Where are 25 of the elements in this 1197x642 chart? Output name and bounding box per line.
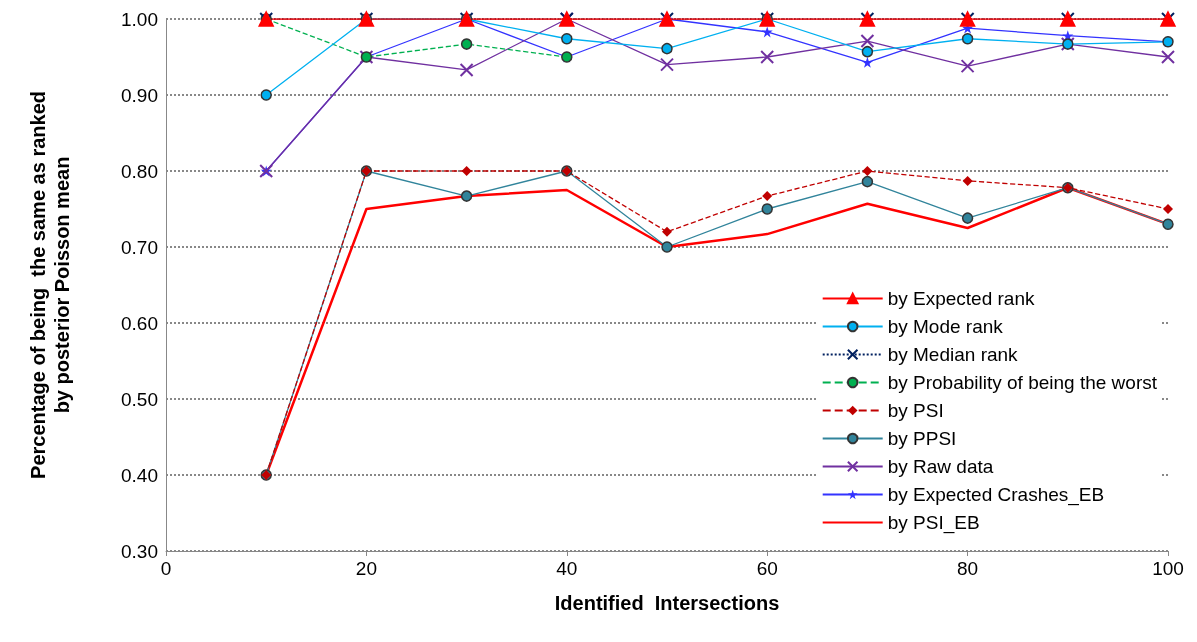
legend-label: by Probability of being the worst: [887, 372, 1158, 393]
legend-label: by PSI_EB: [887, 512, 980, 534]
x-tick-label: 40: [556, 558, 578, 579]
y-axis-title: Percentage of being the same as ranked by posterior Poisson mean: [27, 91, 73, 479]
y-tick-label: 0.80: [121, 160, 158, 182]
x-tick-label: 60: [756, 558, 778, 579]
x-tick-label: 20: [355, 558, 377, 579]
y-tick-label: 0.50: [121, 388, 158, 410]
legend-label: by Expected Crashes_EB: [887, 484, 1105, 506]
legend-label: by Mode rank: [887, 316, 1004, 337]
y-tick-label: 0.60: [121, 312, 158, 334]
x-axis-title: Identified Intersections: [554, 592, 780, 614]
y-tick-label: 1.00: [121, 8, 158, 30]
y-tick-label: 0.70: [121, 236, 158, 258]
x-tick-label: 80: [957, 558, 979, 579]
y-tick-label: 0.90: [121, 84, 158, 106]
legend-label: by Expected rank: [887, 288, 1035, 309]
legend-label: by PSI: [887, 400, 944, 421]
legend-label: by PPSI: [887, 428, 957, 449]
legend-label: by Median rank: [887, 344, 1019, 365]
y-tick-label: 0.30: [121, 540, 158, 562]
legend-label: by Raw data: [887, 456, 994, 477]
x-tick-label: 100: [1152, 558, 1184, 579]
x-tick-label: 0: [160, 558, 172, 579]
y-tick-label: 0.40: [121, 464, 158, 486]
